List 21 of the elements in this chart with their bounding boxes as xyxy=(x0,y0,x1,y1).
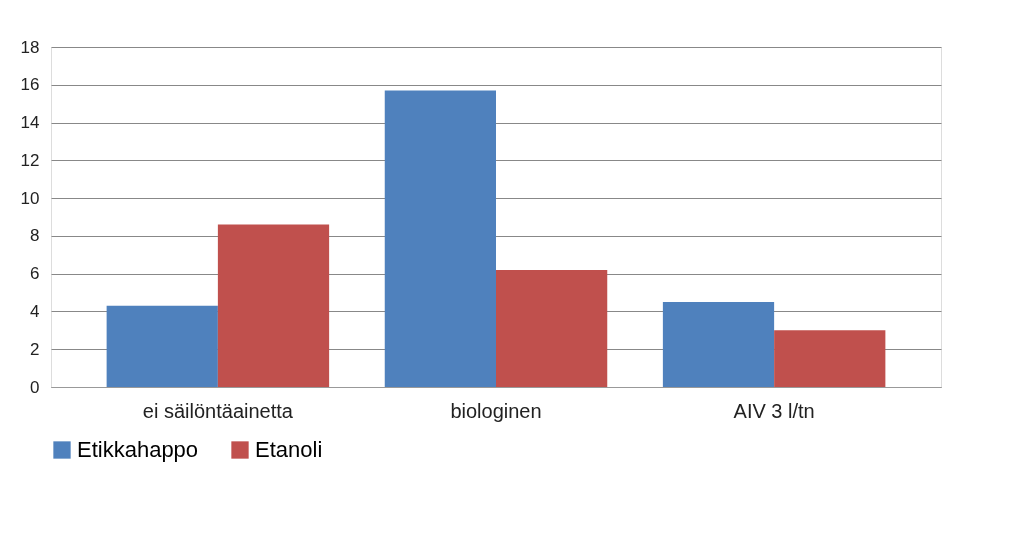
y-tick-label: 0 xyxy=(30,377,40,397)
y-tick-label: 8 xyxy=(30,226,40,246)
bar xyxy=(496,269,608,387)
bar xyxy=(662,302,775,387)
legend-label: Etanoli xyxy=(255,437,323,462)
y-tick-label: 16 xyxy=(20,75,40,95)
y-tick-label: 6 xyxy=(30,264,40,284)
bar xyxy=(384,90,496,387)
y-tick-label: 2 xyxy=(30,339,40,359)
y-tick-label: 14 xyxy=(20,113,40,133)
x-tick-label: biologinen xyxy=(450,399,542,422)
bar xyxy=(774,330,886,387)
legend-label: Etikkahappo xyxy=(77,437,199,462)
x-tick-label: ei säilöntäainetta xyxy=(142,399,294,422)
x-tick-label: AIV 3 l/tn xyxy=(733,399,815,422)
bar xyxy=(106,305,218,387)
y-tick-label: 4 xyxy=(30,301,40,321)
y-tick-label: 12 xyxy=(20,150,40,170)
y-tick-label: 10 xyxy=(20,188,40,208)
bar xyxy=(217,224,330,387)
y-tick-label: 18 xyxy=(20,37,40,57)
